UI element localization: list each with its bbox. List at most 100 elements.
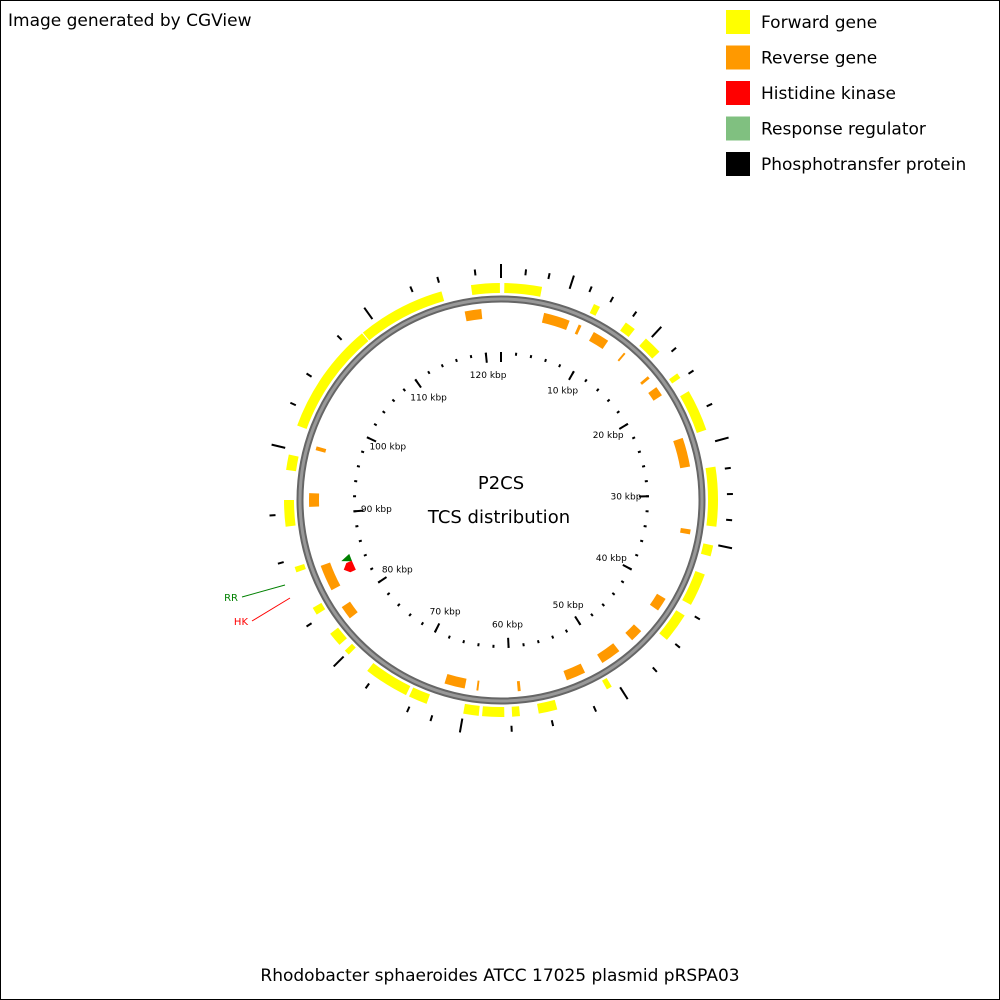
outer-mark — [363, 307, 374, 320]
reverse-gene — [341, 601, 358, 619]
outer-mark — [652, 666, 658, 673]
tcs-feature — [341, 553, 353, 562]
tick-label: 110 kbp — [410, 394, 447, 404]
minor-tick — [564, 629, 569, 633]
map-subtitle: TCS distribution — [427, 507, 570, 528]
forward-gene — [312, 602, 326, 615]
tick-label: 40 kbp — [596, 554, 627, 564]
forward-gene — [367, 662, 411, 696]
major-tick — [484, 352, 488, 363]
minor-tick — [551, 635, 555, 639]
minor-tick — [637, 450, 642, 454]
outer-mark — [694, 615, 701, 621]
legend-label: Histidine kinase — [761, 84, 896, 104]
callout-label: RR — [224, 593, 238, 604]
outer-mark — [619, 686, 629, 700]
minor-tick — [427, 370, 431, 375]
forward-gene — [705, 466, 718, 527]
forward-gene — [659, 610, 685, 640]
minor-tick — [606, 398, 611, 403]
major-tick — [433, 622, 441, 633]
forward-gene — [669, 373, 681, 384]
callout-line — [241, 584, 286, 598]
header-title: Image generated by CGView — [8, 11, 252, 31]
minor-tick — [529, 354, 533, 359]
legend-label: Forward gene — [761, 13, 877, 33]
callout-label: HK — [234, 617, 249, 628]
legend-label: Reverse gene — [761, 49, 877, 69]
legend-swatch — [726, 116, 750, 141]
reverse-gene — [673, 437, 691, 469]
reverse-gene — [617, 352, 626, 362]
forward-gene — [700, 543, 714, 557]
major-tick — [377, 576, 388, 584]
forward-gene — [470, 283, 500, 296]
reverse-gene — [464, 309, 483, 322]
reverse-gene — [680, 527, 691, 535]
tick-label: 30 kbp — [610, 492, 641, 502]
outer-mark — [305, 372, 313, 378]
outer-mark — [674, 643, 681, 649]
minor-tick — [536, 639, 540, 644]
forward-gene — [463, 703, 480, 716]
major-tick — [353, 509, 364, 513]
legend-label: Response regulator — [761, 120, 926, 140]
tcs-feature — [343, 560, 356, 573]
outer-mark — [277, 561, 284, 565]
tick-label: 50 kbp — [553, 601, 584, 611]
outer-mark — [706, 402, 713, 408]
outer-mark — [332, 655, 345, 668]
reverse-gene — [563, 663, 586, 681]
minor-tick — [643, 525, 647, 528]
forward-gene — [537, 699, 558, 714]
outer-mark — [473, 269, 477, 276]
reverse-gene — [588, 331, 609, 350]
backbone-inner — [298, 297, 704, 703]
tick-label: 20 kbp — [593, 431, 624, 441]
forward-gene — [362, 291, 445, 341]
minor-tick — [620, 580, 625, 584]
forward-gene — [602, 678, 612, 690]
outer-mark — [726, 518, 733, 522]
outer-mark — [305, 622, 313, 628]
major-tick — [622, 563, 633, 571]
outer-mark — [547, 272, 551, 280]
outer-mark — [364, 682, 370, 689]
minor-tick — [584, 378, 588, 383]
forward-gene — [680, 391, 707, 434]
minor-tick — [402, 388, 407, 392]
forward-gene — [284, 499, 296, 527]
outer-mark — [670, 346, 677, 353]
minor-tick — [420, 621, 425, 626]
map-title: P2CS — [478, 473, 524, 494]
minor-tick — [386, 592, 391, 596]
minor-tick — [631, 436, 636, 440]
minor-tick — [382, 410, 386, 414]
forward-gene — [344, 643, 356, 655]
tick-label: 70 kbp — [430, 607, 461, 617]
major-tick — [414, 378, 422, 389]
reverse-gene — [625, 624, 642, 641]
forward-gene — [286, 454, 299, 472]
outer-mark — [588, 286, 593, 293]
reverse-gene — [648, 387, 662, 401]
forward-gene — [639, 338, 660, 359]
legend-swatch — [726, 81, 750, 105]
reverse-gene — [444, 673, 467, 689]
minor-tick — [601, 603, 606, 607]
outer-mark — [436, 276, 440, 283]
forward-gene — [511, 706, 520, 717]
legend-swatch — [726, 152, 750, 176]
tick-label: 90 kbp — [361, 505, 392, 515]
minor-tick — [391, 398, 396, 403]
outer-mark — [687, 369, 695, 375]
minor-tick — [616, 410, 620, 414]
outer-mark — [406, 706, 411, 713]
outer-mark — [429, 714, 434, 722]
tick-label: 80 kbp — [382, 565, 413, 575]
outer-mark — [271, 443, 286, 449]
minor-tick — [611, 592, 616, 596]
forward-gene — [504, 283, 543, 297]
outer-mark — [524, 269, 528, 276]
